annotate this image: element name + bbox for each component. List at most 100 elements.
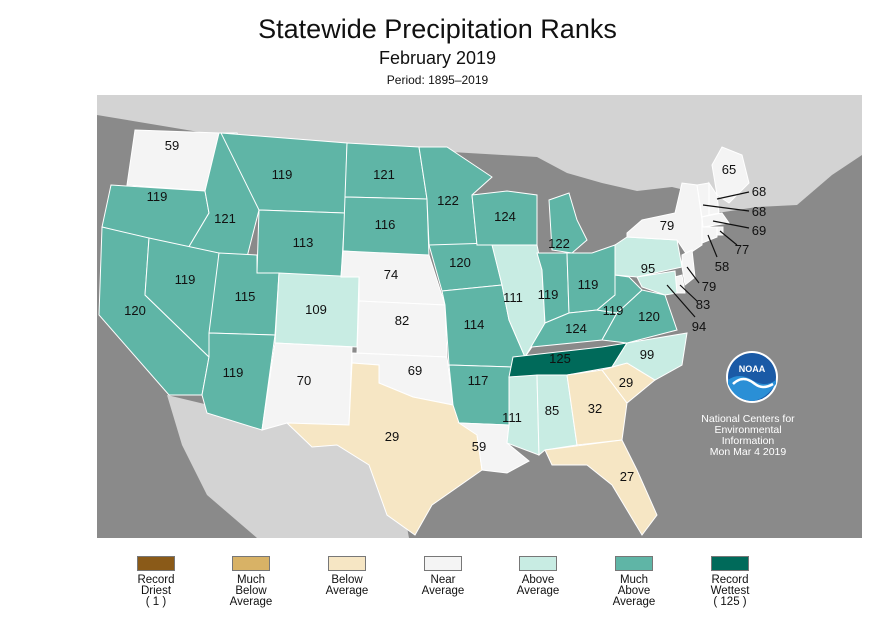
- rank-label-ct: 58: [715, 259, 729, 274]
- legend-swatch: [424, 556, 462, 571]
- legend-label: Record Wettest ( 125 ): [710, 574, 750, 608]
- legend-item-below: Below Average: [302, 556, 392, 597]
- leader-line-ri: [719, 230, 738, 246]
- rank-label-or: 119: [147, 189, 168, 204]
- leader-line-nh: [716, 191, 750, 200]
- noaa-logo: NOAA: [726, 351, 778, 403]
- rank-label-nj: 79: [702, 279, 716, 294]
- rank-label-md: 94: [692, 319, 706, 334]
- legend-swatch: [519, 556, 557, 571]
- credit-line-2: Environmental: [714, 424, 782, 436]
- rank-label-pa: 95: [641, 261, 655, 276]
- legend-label: Much Above Average: [612, 574, 656, 608]
- rank-label-mi: 122: [548, 236, 570, 251]
- mexico-land: [167, 395, 409, 538]
- legend-item-much-above: Much Above Average: [589, 556, 679, 608]
- rank-label-ok: 69: [408, 363, 422, 378]
- precipitation-map: 59 119 120 121 119 119 113 115 119 109 7…: [97, 95, 862, 538]
- state-georgia[interactable]: [566, 369, 628, 446]
- rank-label-nh: 68: [752, 184, 766, 199]
- state-michigan[interactable]: [548, 192, 588, 254]
- rank-label-ar: 117: [468, 373, 489, 388]
- canada-land: [97, 95, 862, 213]
- rank-label-mn: 122: [437, 193, 459, 208]
- rank-label-ri: 77: [735, 242, 749, 257]
- rank-label-la: 59: [472, 439, 486, 454]
- credit-date: Mon Mar 4 2019: [709, 446, 787, 458]
- legend-swatch: [137, 556, 175, 571]
- rank-label-ut: 115: [235, 289, 256, 304]
- legend-label: Much Below Average: [229, 574, 273, 608]
- state-vermont[interactable]: [696, 182, 710, 218]
- rank-label-va: 120: [638, 309, 660, 324]
- rank-label-mt: 119: [272, 167, 293, 182]
- state-texas[interactable]: [285, 362, 483, 536]
- rank-label-al: 85: [545, 403, 559, 418]
- state-new-jersey[interactable]: [681, 249, 696, 286]
- rank-label-wv: 119: [603, 303, 624, 318]
- legend-swatch: [615, 556, 653, 571]
- rank-label-ny: 79: [660, 218, 674, 233]
- lake-erie: [590, 233, 632, 253]
- rank-label-nc: 99: [640, 347, 654, 362]
- leader-line-md: [666, 284, 696, 318]
- rank-label-mo: 114: [464, 317, 485, 332]
- rank-label-il: 111: [503, 290, 523, 305]
- rank-label-sd: 116: [375, 217, 396, 232]
- state-maryland[interactable]: [636, 270, 678, 296]
- leader-line-nj: [686, 266, 700, 284]
- credit-block: National Centers for Environmental Infor…: [688, 414, 808, 458]
- lake-michigan: [535, 191, 551, 247]
- rank-label-wi: 124: [494, 209, 516, 224]
- state-kansas[interactable]: [356, 300, 448, 358]
- rank-label-az: 119: [223, 365, 244, 380]
- rank-label-ne: 74: [384, 267, 398, 282]
- leader-line-ct: [707, 234, 718, 258]
- state-mississippi[interactable]: [506, 374, 540, 456]
- legend-swatch: [711, 556, 749, 571]
- period-label: Period: 1895–2019: [386, 73, 489, 87]
- rank-labels: 59 119 120 121 119 119 113 115 119 109 7…: [124, 138, 766, 484]
- rank-label-de: 83: [696, 297, 710, 312]
- legend-label: Above Average: [516, 574, 560, 597]
- rank-label-oh: 119: [578, 277, 599, 292]
- rank-label-sc: 29: [619, 375, 633, 390]
- lake-huron: [575, 199, 601, 235]
- legend-item-record-wettest: Record Wettest ( 125 ): [685, 556, 775, 608]
- credit-line-3: Information: [721, 435, 775, 447]
- credit-line-1: National Centers for: [701, 413, 795, 425]
- rank-label-vt: 68: [752, 204, 766, 219]
- rank-label-co: 109: [305, 302, 327, 317]
- rank-label-ia: 120: [449, 255, 471, 270]
- map-subtitle: February 2019: [378, 48, 497, 68]
- legend-label: Record Driest ( 1 ): [137, 574, 175, 608]
- legend-swatch: [232, 556, 270, 571]
- rank-label-ga: 32: [588, 401, 602, 416]
- rank-label-ms: 111: [502, 410, 522, 425]
- rank-label-nv: 119: [175, 272, 196, 287]
- legend-swatch: [328, 556, 366, 571]
- rank-label-in: 119: [538, 287, 559, 302]
- rank-label-fl: 27: [620, 469, 634, 484]
- legend-label: Near Average: [421, 574, 465, 597]
- rank-label-me: 65: [722, 162, 736, 177]
- rank-label-wa: 59: [165, 138, 179, 153]
- legend-item-record-driest: Record Driest ( 1 ): [111, 556, 201, 608]
- rank-label-wy: 113: [293, 235, 314, 250]
- lake-superior: [492, 173, 567, 191]
- state-west-virginia[interactable]: [595, 274, 643, 314]
- noaa-logo-text: NOAA: [739, 364, 766, 374]
- rank-label-tn: 125: [549, 351, 571, 366]
- state-massachusetts[interactable]: [701, 212, 730, 228]
- rank-label-ca: 120: [124, 303, 146, 318]
- state-florida[interactable]: [544, 439, 658, 536]
- state-connecticut[interactable]: [701, 226, 718, 244]
- rank-label-id: 121: [214, 211, 236, 226]
- leader-lines: [666, 191, 750, 318]
- rank-label-nd: 121: [373, 167, 395, 182]
- states-layer: [98, 129, 750, 536]
- leader-line-ma: [712, 220, 750, 229]
- rank-label-ks: 82: [395, 313, 409, 328]
- leader-line-vt: [702, 204, 750, 212]
- legend-label: Below Average: [325, 574, 369, 597]
